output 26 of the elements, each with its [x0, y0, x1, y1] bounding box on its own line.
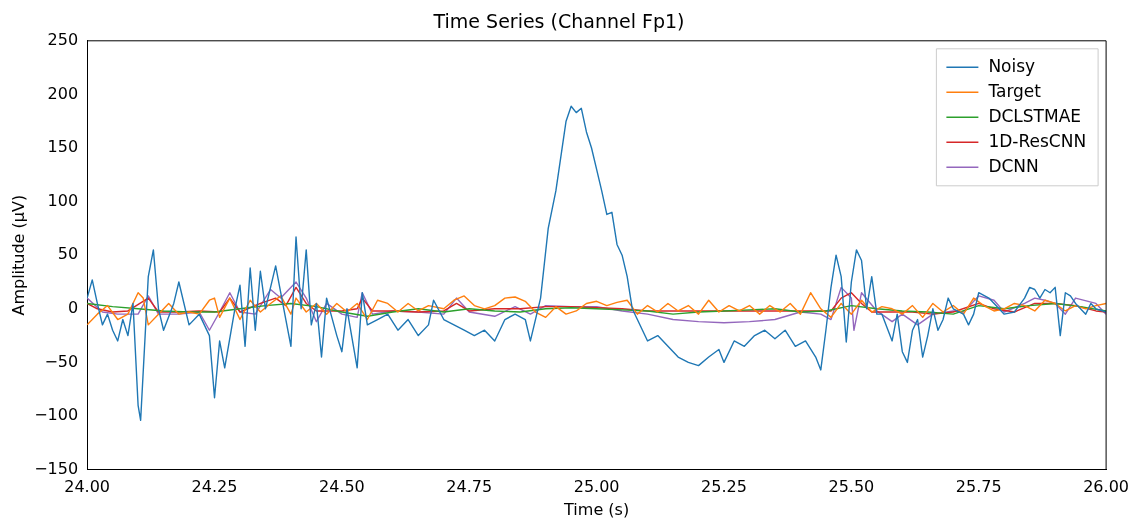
x-tick-label: 25.00 — [573, 477, 620, 497]
y-axis-title: Amplitude (µV) — [8, 194, 28, 316]
x-axis-title: Time (s) — [563, 499, 630, 519]
y-tick-label: 200 — [47, 83, 79, 103]
x-tick-label: 24.25 — [191, 477, 238, 497]
legend-label: DCLSTMAE — [988, 105, 1082, 126]
legend-label: Target — [987, 80, 1042, 101]
chart-title: Time Series (Channel Fp1) — [432, 10, 685, 33]
y-tick-label: 150 — [47, 137, 79, 157]
x-tick-label: 24.00 — [64, 477, 111, 497]
x-tick-label: 26.00 — [1083, 477, 1129, 497]
legend-label: DCNN — [988, 155, 1039, 176]
y-tick-label: 0 — [67, 297, 79, 317]
y-tick-label: −100 — [34, 405, 79, 425]
x-tick-label: 25.50 — [828, 477, 875, 497]
x-tick-label: 24.50 — [318, 477, 365, 497]
legend-label: Noisy — [988, 55, 1036, 76]
x-tick-label: 24.75 — [446, 477, 493, 497]
y-tick-label: −50 — [44, 351, 79, 371]
legend-label: 1D-ResCNN — [988, 130, 1087, 151]
y-tick-label: −150 — [34, 458, 79, 478]
y-tick-label: 250 — [47, 29, 79, 49]
y-tick-label: 100 — [47, 190, 79, 210]
x-tick-label: 25.25 — [701, 477, 747, 497]
x-tick-label: 25.75 — [955, 477, 1002, 497]
y-tick-label: 50 — [57, 244, 79, 264]
